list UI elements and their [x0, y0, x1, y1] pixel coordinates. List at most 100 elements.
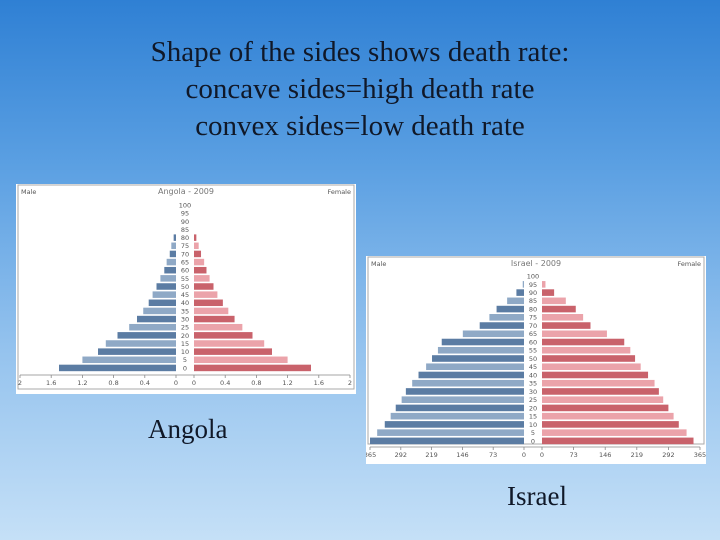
chart-1-female-bar: [542, 289, 555, 296]
chart-0-age-label: 15: [181, 340, 189, 348]
chart-0-female-bar: [194, 315, 235, 323]
chart-0-age-label: 20: [181, 332, 189, 340]
chart-1-age-label: 95: [529, 281, 537, 289]
chart-1-male-bar: [390, 412, 524, 420]
chart-1-female-bar: [542, 355, 636, 362]
chart-1-age-label: 0: [531, 437, 535, 445]
chart-0-male-bar: [98, 348, 176, 355]
chart-0-age-label: 100: [179, 201, 191, 209]
chart-1-age-label: 5: [531, 429, 535, 437]
chart-1-male-bar: [377, 429, 524, 436]
chart-1-x-tick-label: 365: [366, 451, 376, 459]
chart-1-age-label: 55: [529, 347, 537, 355]
chart-0-female-label: Female: [327, 188, 351, 196]
chart-1-female-bar: [542, 322, 591, 329]
chart-1-x-tick-label: 0: [522, 451, 526, 459]
chart-1-female-bar: [542, 281, 546, 288]
chart-1-male-label: Male: [371, 260, 386, 268]
chart-0-female-bar: [194, 291, 218, 298]
chart-1-x-tick-label: 73: [569, 451, 577, 459]
chart-0-age-label: 70: [181, 250, 189, 258]
chart-1-x-tick-label: 219: [631, 451, 643, 459]
chart-0-x-tick-label: 0: [192, 379, 196, 387]
chart-0-female-bar: [194, 242, 199, 250]
chart-0-x-tick-label: 0.4: [220, 379, 230, 387]
chart-0-male-bar: [117, 332, 176, 339]
chart-0-age-label: 95: [181, 210, 189, 218]
chart-1-female-bar: [542, 346, 631, 354]
chart-0-female-bar: [194, 348, 272, 355]
chart-0-male-bar: [164, 266, 176, 274]
chart-1-x-tick-label: 219: [425, 451, 437, 459]
chart-1-age-label: 70: [529, 322, 537, 330]
chart-0-title: Angola - 2009: [158, 187, 214, 196]
chart-0-age-label: 60: [181, 267, 189, 275]
chart-1-male-bar: [370, 437, 524, 445]
chart-0-female-bar: [194, 266, 207, 274]
chart-1-female-bar: [542, 412, 674, 420]
chart-1-x-tick-label: 146: [599, 451, 611, 459]
chart-1-female-bar: [542, 297, 566, 305]
heading-line-2: concave sides=high death rate: [185, 73, 535, 105]
chart-0-male-bar: [59, 364, 176, 372]
chart-1-x-tick-label: 292: [662, 451, 674, 459]
chart-0-male-bar: [152, 291, 176, 298]
chart-1-male-bar: [522, 281, 524, 288]
chart-1-title: Israel - 2009: [511, 259, 561, 268]
chart-1-male-bar: [479, 322, 524, 329]
chart-0-female-bar: [194, 258, 205, 266]
chart-1-age-label: 80: [529, 305, 537, 313]
angola-caption: Angola: [148, 414, 228, 444]
chart-1-female-bar: [542, 379, 655, 387]
chart-0-female-bar: [194, 307, 229, 315]
chart-1-x-tick-label: 146: [456, 451, 468, 459]
chart-1-age-label: 40: [529, 371, 537, 379]
chart-1-age-label: 85: [529, 297, 537, 305]
chart-0-age-label: 25: [181, 324, 189, 332]
chart-0-male-bar: [105, 340, 176, 347]
chart-1-age-label: 20: [529, 404, 537, 412]
chart-1-age-label: 65: [529, 330, 537, 338]
chart-0-x-tick-label: 0.8: [108, 379, 118, 387]
chart-0-frame: [17, 184, 355, 390]
chart-0-female-bar: [194, 250, 202, 258]
chart-0-female-bar: [194, 332, 253, 339]
chart-0-female-bar: [194, 340, 265, 347]
chart-1-female-bar: [542, 363, 641, 371]
chart-1-male-bar: [462, 330, 524, 338]
chart-1-age-label: 50: [529, 355, 537, 363]
chart-1-female-bar: [542, 314, 584, 321]
chart-0-male-bar: [148, 299, 176, 307]
chart-0-female-bar: [194, 234, 197, 241]
chart-1-female-bar: [542, 421, 679, 428]
israel-population-pyramid: Male Female Israel - 2009 0 5 10 15 20 25 30 35 40 4…: [366, 256, 706, 464]
chart-0-female-bar: [194, 299, 223, 307]
angola-population-pyramid: Male Female Angola - 2009 0 5 10 15 20 25 30 35 40 4…: [16, 184, 356, 394]
chart-0-male-bar: [156, 283, 176, 290]
chart-1-female-bar: [542, 371, 649, 379]
chart-1-male-bar: [384, 421, 524, 428]
chart-1-age-label: 90: [529, 289, 537, 297]
chart-0-female-bar: [194, 364, 311, 372]
chart-0-x-tick-label: 1.2: [77, 379, 87, 387]
chart-0-age-label: 30: [181, 315, 189, 323]
chart-0-female-bar: [194, 275, 210, 282]
heading-line-3: convex sides=low death rate: [195, 110, 525, 142]
chart-1-male-bar: [441, 338, 524, 346]
chart-1-female-bar: [542, 429, 687, 436]
chart-0-male-bar: [160, 275, 176, 282]
chart-0-x-tick-label: 0: [174, 379, 178, 387]
chart-1-female-bar: [542, 388, 659, 395]
slide-heading: Shape of the sides shows death rate: con…: [0, 34, 720, 145]
chart-1-male-bar: [496, 305, 524, 313]
chart-1-female-bar: [542, 396, 664, 403]
chart-0-female-bar: [194, 323, 243, 331]
chart-1-age-label: 15: [529, 413, 537, 421]
chart-0-male-bar: [166, 258, 176, 266]
heading-line-1: Shape of the sides shows death rate:: [150, 36, 570, 68]
chart-1-female-bar: [542, 437, 694, 445]
chart-1-frame: [367, 256, 705, 445]
chart-1-male-bar: [401, 396, 524, 403]
chart-1-male-bar: [395, 404, 524, 412]
